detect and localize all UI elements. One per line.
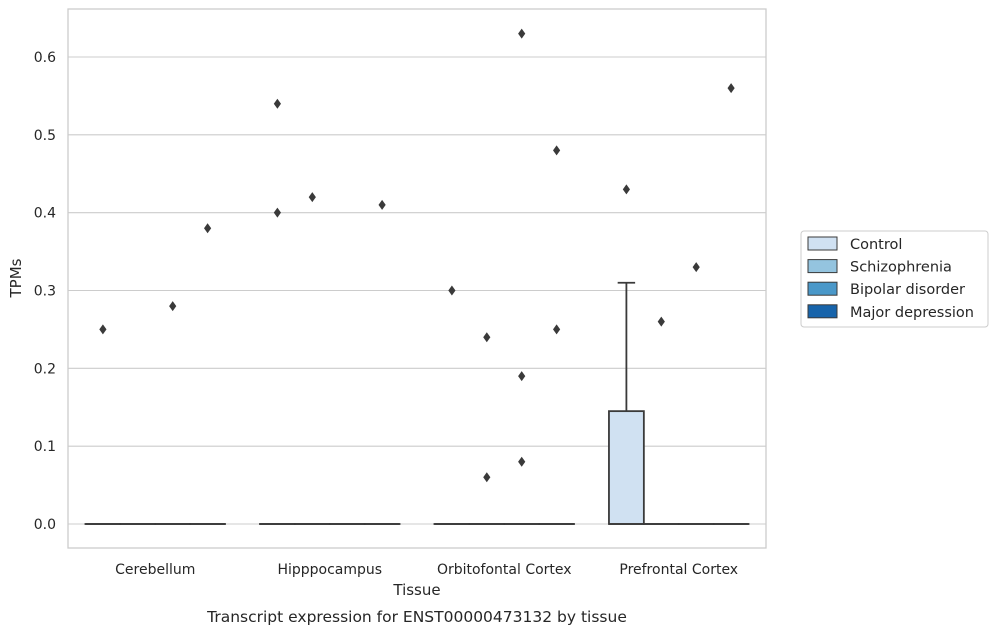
- y-tick-label: 0.0: [34, 517, 56, 533]
- outlier-point: [727, 83, 735, 94]
- y-axis-ticks: 0.0 0.1 0.2 0.3 0.4 0.5 0.6: [34, 50, 56, 533]
- legend-swatch: [807, 281, 838, 296]
- y-tick-label: 0.5: [34, 128, 56, 144]
- outlier-point: [448, 285, 456, 296]
- chart-caption: Transcript expression for ENST0000047313…: [206, 608, 627, 626]
- gridlines: [68, 56, 766, 525]
- legend-label: Schizophrenia: [850, 260, 952, 276]
- outlier-point: [308, 192, 316, 203]
- outlier-point: [553, 324, 561, 335]
- legend-label: Major depression: [850, 305, 974, 321]
- x-tick-label: Hipppocampus: [277, 562, 382, 578]
- legend-label: Bipolar disorder: [850, 282, 965, 298]
- x-axis-label: Tissue: [392, 581, 440, 599]
- outlier-point: [692, 262, 700, 273]
- legend-swatch: [807, 304, 838, 319]
- y-tick-label: 0.4: [34, 206, 56, 222]
- outlier-point: [204, 223, 212, 234]
- y-tick-label: 0.6: [34, 50, 56, 66]
- outliers: [99, 28, 735, 483]
- outlier-point: [518, 456, 526, 467]
- y-tick-label: 0.2: [34, 361, 56, 377]
- outlier-point: [99, 324, 107, 335]
- legend-label: Control: [850, 237, 902, 253]
- outlier-point: [553, 145, 561, 156]
- outlier-point: [273, 98, 281, 109]
- plot-area: [67, 8, 767, 549]
- outlier-point: [483, 472, 491, 483]
- outlier-point: [483, 332, 491, 343]
- y-tick-label: 0.3: [34, 284, 56, 300]
- outlier-point: [273, 207, 281, 218]
- y-tick-label: 0.1: [34, 439, 56, 455]
- boxes: [84, 281, 750, 525]
- x-tick-label: Prefrontal Cortex: [619, 562, 738, 578]
- x-axis-ticks: Cerebellum Hipppocampus Orbitofontal Corte…: [115, 562, 738, 578]
- outlier-point: [378, 199, 386, 210]
- legend-frame: [800, 230, 989, 328]
- outlier-point: [518, 28, 526, 39]
- legend-swatch: [807, 236, 838, 251]
- box: [608, 410, 645, 525]
- x-tick-label: Cerebellum: [115, 562, 195, 578]
- x-tick-label: Orbitofontal Cortex: [437, 562, 572, 578]
- outlier-point: [169, 301, 177, 312]
- outlier-point: [657, 316, 665, 327]
- legend: Control Schizophrenia Bipolar disorder Majo…: [800, 230, 989, 328]
- y-axis-label: TPMs: [7, 258, 25, 298]
- outlier-point: [518, 371, 526, 382]
- outlier-point: [622, 184, 630, 195]
- legend-swatch: [807, 259, 838, 274]
